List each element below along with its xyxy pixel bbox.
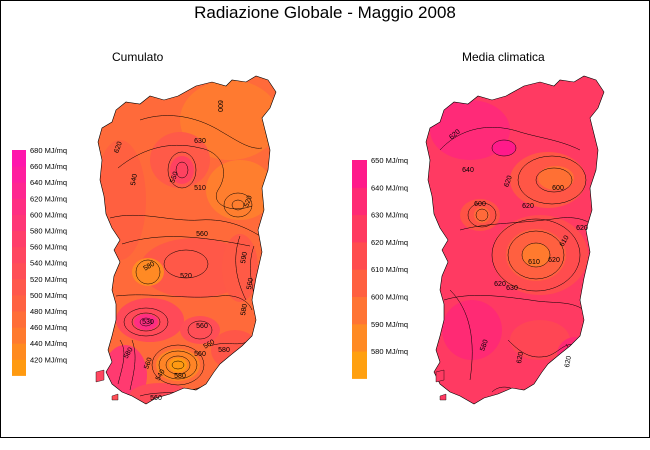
left-legend-swatch [12,214,26,231]
left-legend-label: 520 MJ/mq [30,275,67,284]
left-legend-swatch [12,278,26,296]
right-contour-label: 630 [506,285,518,292]
left-legend: 680 MJ/mq 660 MJ/mq 640 MJ/mq 620 MJ/mq 600 … [12,146,67,376]
left-legend-label: 620 MJ/mq [30,194,67,203]
left-legend-swatch [12,262,26,280]
right-legend-label: 640 MJ/mq [371,183,408,192]
left-contour-label: 560 [202,339,216,351]
left-legend-swatch [12,182,26,199]
left-contour-label: 560 [196,231,208,238]
left-contour-label: 580 [218,347,230,354]
left-legend-label: 640 MJ/mq [30,178,67,187]
right-legend-swatch [352,351,367,379]
left-legend-swatch [12,198,26,215]
right-legend-label: 620 MJ/mq [371,238,408,247]
left-legend-label: 560 MJ/mq [30,243,67,252]
left-contour-label: 630 [194,138,206,145]
right-legend-swatch [352,296,367,325]
right-legend-swatch [352,187,367,216]
left-contour-label: 600 [216,100,223,112]
right-contour-label: 600 [474,201,486,208]
right-contour-label: 580 [479,339,490,352]
right-legend: 650 MJ/mq 640 MJ/mq 630 MJ/mq 620 MJ/mq 610 … [352,156,408,379]
left-contour-label: 580 [142,261,156,273]
left-legend-swatch [12,230,26,248]
left-legend-swatch [12,343,26,360]
right-legend-label: 600 MJ/mq [371,293,408,302]
left-panel-title: Cumulato [112,50,164,64]
left-legend-swatch [12,359,26,376]
left-contour-label: 550 [169,171,180,184]
left-contour-label: 560 [150,395,162,402]
left-contour-label: 560 [143,357,154,370]
left-legend-label: 440 MJ/mq [30,339,67,348]
right-legend-swatch [352,269,367,297]
left-legend-label: 480 MJ/mq [30,307,67,316]
right-legend-label: 580 MJ/mq [371,347,408,356]
right-contour-label: 620 [576,225,588,232]
left-legend-label: 540 MJ/mq [30,259,67,268]
right-contour-label: 610 [528,259,540,266]
left-contour-label: 540 [155,368,167,382]
right-contour-label: 620 [516,351,525,364]
main-title: Radiazione Globale - Maggio 2008 [194,3,456,22]
right-contour-label: 620 [503,175,514,188]
right-legend-label: 590 MJ/mq [371,320,408,329]
right-contour-label: 620 [564,355,573,368]
left-legend-swatch [12,294,26,312]
left-contour-label: 520 [180,273,192,280]
left-contour-label: 620 [113,141,124,154]
left-legend-swatch [12,246,26,264]
left-legend-label: 660 MJ/mq [30,162,67,171]
left-legend-label: 500 MJ/mq [30,291,67,300]
right-legend-swatch [352,160,367,188]
right-map-fill [426,76,604,404]
left-legend-label: 580 MJ/mq [30,227,67,236]
left-contour-label: 560 [194,351,206,358]
right-panel-title: Media climatica [462,50,545,64]
left-contour-label: 580 [174,373,186,380]
right-contour-label: 620 [494,281,506,288]
left-legend-label: 600 MJ/mq [30,210,67,219]
left-legend-swatch [12,327,26,344]
left-contour-label: 560 [246,277,255,290]
left-contour-label: 590 [240,251,249,264]
right-contour-label: 640 [462,167,474,174]
right-legend-swatch [352,214,367,243]
left-contour-label: 510 [194,185,206,192]
right-legend-swatch [352,241,367,270]
left-legend-label: 680 MJ/mq [30,146,67,155]
left-legend-swatch [12,150,26,167]
right-contour-label: 600 [552,185,564,192]
left-contour-label: 580 [240,303,249,316]
left-contour-label: 530 [142,319,154,326]
right-contour-label: 610 [559,234,571,248]
left-contour-label: 580 [123,346,135,360]
left-legend-label: 460 MJ/mq [30,323,67,332]
right-contour-label: 620 [522,203,534,210]
right-contour-label: 620 [548,257,560,264]
left-contour-label: 560 [196,323,208,330]
left-legend-swatch [12,311,26,328]
right-legend-label: 610 MJ/mq [371,265,408,274]
left-legend-label: 420 MJ/mq [30,355,67,364]
right-legend-label: 630 MJ/mq [371,211,408,220]
left-map-fill [98,76,276,404]
left-contour-label: 520 [243,195,254,208]
right-legend-label: 650 MJ/mq [371,156,408,165]
left-legend-swatch [12,166,26,183]
right-legend-swatch [352,323,367,352]
left-contour-label: 540 [130,173,139,186]
